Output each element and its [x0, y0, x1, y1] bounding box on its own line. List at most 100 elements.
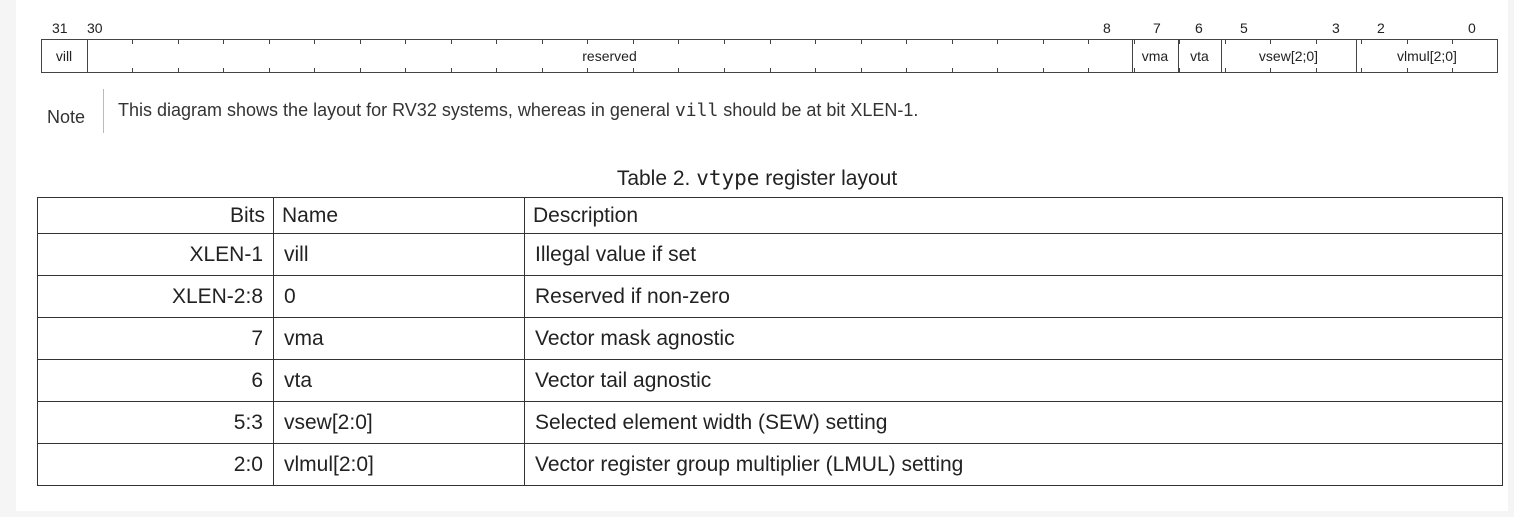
table-caption: Table 2. vtype register layout	[0, 166, 1514, 191]
cell-name: vlmul[2:0]	[273, 443, 525, 486]
cell-name: vsew[2:0]	[273, 401, 525, 444]
cell-description: Illegal value if set	[524, 233, 1503, 276]
bit-tick	[223, 39, 224, 44]
field-vill: vill	[55, 48, 73, 64]
cell-bits: 7	[37, 317, 274, 360]
bit-tick	[1088, 39, 1089, 44]
bit-tick	[542, 39, 543, 44]
field-vma: vma	[1141, 48, 1169, 64]
bit-tick	[1134, 39, 1135, 44]
bit-tick	[1043, 68, 1044, 73]
bit-tick	[405, 39, 406, 44]
bit-tick	[1407, 68, 1408, 73]
bit-number: 3	[1332, 20, 1340, 36]
bit-tick	[1043, 39, 1044, 44]
table-row: 7 vma Vector mask agnostic	[37, 317, 1503, 360]
bit-tick	[496, 68, 497, 73]
field-vlmul: vlmul[2;0]	[1397, 48, 1457, 64]
bit-tick	[587, 68, 588, 73]
bit-tick	[724, 68, 725, 73]
cell-description: Reserved if non-zero	[524, 275, 1503, 318]
cell-bits: XLEN-2:8	[37, 275, 274, 318]
header-bits: Bits	[37, 197, 274, 234]
bit-tick	[1407, 39, 1408, 44]
bit-number: 30	[87, 20, 103, 36]
bit-tick	[1361, 68, 1362, 73]
register-outline	[41, 39, 1498, 73]
bit-number: 6	[1195, 20, 1203, 36]
bit-tick	[223, 68, 224, 73]
bit-tick	[1225, 39, 1226, 44]
table-row: 5:3 vsew[2:0] Selected element width (SE…	[37, 401, 1503, 444]
bit-tick	[861, 39, 862, 44]
bit-number: 7	[1153, 20, 1161, 36]
caption-prefix: Table 2.	[616, 167, 697, 190]
bit-number: 31	[52, 20, 68, 36]
note-text-before: This diagram shows the layout for RV32 s…	[118, 100, 675, 120]
bit-tick	[724, 39, 725, 44]
field-divider	[1221, 39, 1222, 73]
cell-bits: 5:3	[37, 401, 274, 444]
cell-name: vma	[273, 317, 525, 360]
bit-tick	[132, 39, 133, 44]
bit-tick	[952, 39, 953, 44]
bit-tick	[360, 39, 361, 44]
bit-tick	[1134, 68, 1135, 73]
bit-tick	[1179, 39, 1180, 44]
bit-number: 0	[1468, 20, 1476, 36]
bit-tick	[269, 68, 270, 73]
bit-tick	[405, 68, 406, 73]
bit-tick	[678, 68, 679, 73]
table-header-row: Bits Name Description	[37, 197, 1503, 234]
bit-tick	[132, 68, 133, 73]
note-text-after: should be at bit XLEN-1.	[718, 100, 919, 120]
cell-description: Vector mask agnostic	[524, 317, 1503, 360]
header-description: Description	[524, 197, 1503, 234]
cell-name: vta	[273, 359, 525, 402]
bit-tick	[770, 68, 771, 73]
cell-bits: XLEN-1	[37, 233, 274, 276]
bit-tick	[997, 39, 998, 44]
bit-tick	[1316, 68, 1317, 73]
field-vsew: vsew[2;0]	[1258, 48, 1319, 64]
bit-tick	[997, 68, 998, 73]
bit-tick	[633, 39, 634, 44]
bit-tick	[815, 39, 816, 44]
bit-tick	[269, 39, 270, 44]
cell-description: Vector tail agnostic	[524, 359, 1503, 402]
bit-tick	[1270, 68, 1271, 73]
bit-number: 5	[1240, 20, 1248, 36]
bit-tick	[952, 68, 953, 73]
field-divider	[87, 39, 88, 73]
cell-description: Vector register group multiplier (LMUL) …	[524, 443, 1503, 486]
bit-tick	[1179, 68, 1180, 73]
cell-name: vill	[273, 233, 525, 276]
bit-number: 2	[1377, 20, 1385, 36]
bit-tick	[633, 68, 634, 73]
bit-tick	[542, 68, 543, 73]
bit-tick	[815, 68, 816, 73]
bit-tick	[1316, 39, 1317, 44]
bit-tick	[314, 68, 315, 73]
bit-tick	[1225, 68, 1226, 73]
caption-code: vtype	[696, 166, 760, 190]
note-label: Note	[47, 107, 86, 127]
note-code: vill	[674, 100, 719, 121]
table-row: 2:0 vlmul[2:0] Vector register group mul…	[37, 443, 1503, 486]
bit-tick	[314, 39, 315, 44]
bit-tick	[1088, 68, 1089, 73]
field-divider	[1356, 39, 1357, 73]
bit-tick	[1452, 68, 1453, 73]
note-divider	[103, 89, 104, 133]
field-divider	[1132, 39, 1133, 73]
caption-suffix: register layout	[759, 167, 898, 190]
table-row: 6 vta Vector tail agnostic	[37, 359, 1503, 402]
bit-tick	[178, 68, 179, 73]
bit-tick	[451, 68, 452, 73]
bit-tick	[906, 39, 907, 44]
table-row: XLEN-1 vill Illegal value if set	[37, 233, 1503, 276]
bit-tick	[360, 68, 361, 73]
bit-tick	[178, 39, 179, 44]
table-row: XLEN-2:8 0 Reserved if non-zero	[37, 275, 1503, 318]
bit-number: 8	[1103, 20, 1111, 36]
